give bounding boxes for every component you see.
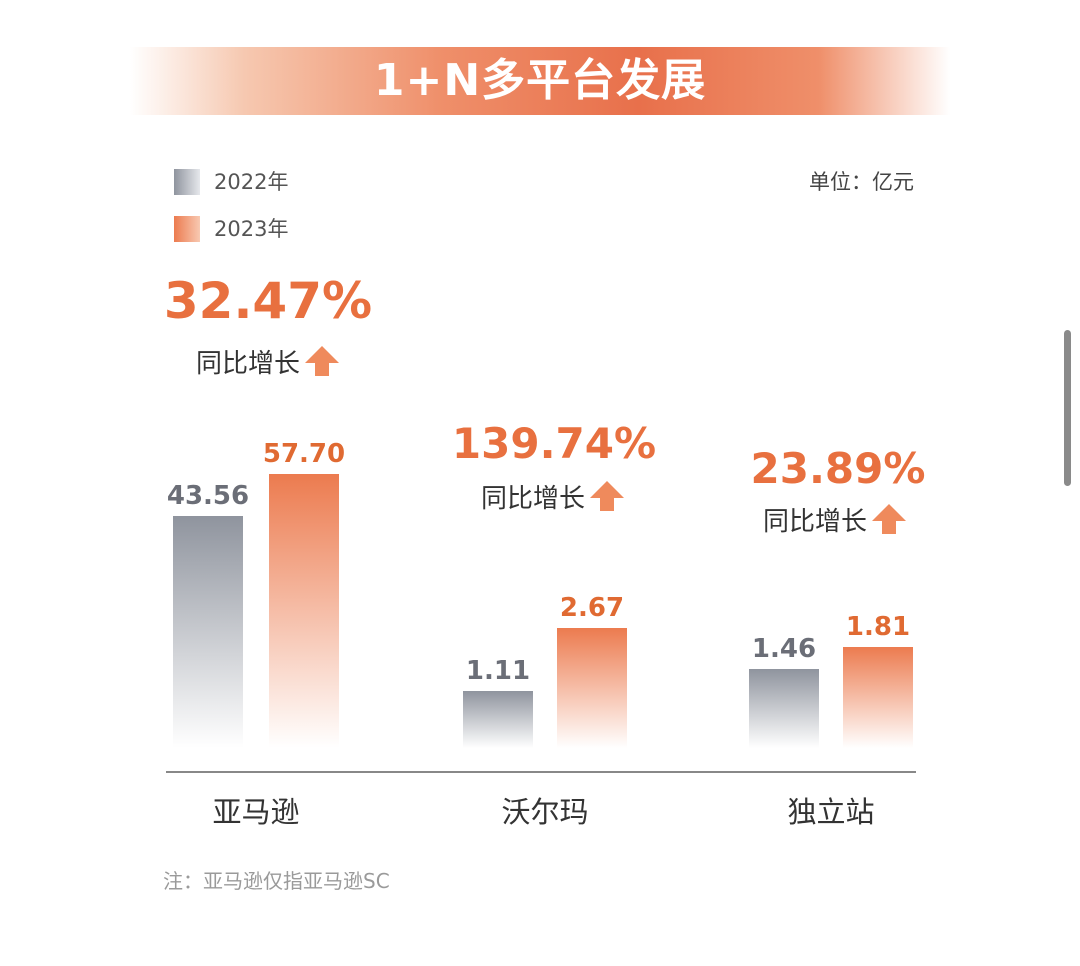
value-label-2023-walmart: 2.67	[560, 593, 624, 623]
value-label-2023-amazon: 57.70	[263, 439, 345, 469]
arrow-up-icon-amazon	[305, 346, 339, 376]
growth-value-walmart: 139.74%	[452, 419, 656, 468]
scrollbar[interactable]	[1064, 330, 1071, 486]
value-label-2022-walmart: 1.11	[466, 656, 530, 686]
growth-value-independent-site: 23.89%	[751, 444, 926, 493]
category-label-amazon: 亚马逊	[212, 795, 299, 829]
legend-swatch-2023	[174, 216, 200, 242]
bar-2022-walmart	[463, 691, 533, 748]
bar-2023-independent-site	[843, 647, 913, 748]
arrow-up-icon-walmart	[590, 481, 624, 511]
legend-label-2022: 2022年	[214, 170, 289, 194]
category-label-walmart: 沃尔玛	[501, 795, 588, 829]
legend-label-2023: 2023年	[214, 217, 289, 241]
bar-2023-amazon	[269, 474, 339, 748]
value-label-2022-independent-site: 1.46	[752, 634, 816, 664]
value-label-2022-amazon: 43.56	[167, 481, 249, 511]
unit-label: 单位：亿元	[809, 170, 914, 194]
value-label-2023-independent-site: 1.81	[846, 612, 910, 642]
chart-title: 1+N多平台发展	[373, 55, 707, 106]
bar-2022-independent-site	[749, 669, 819, 748]
legend-swatch-2022	[174, 169, 200, 195]
arrow-up-icon-independent-site	[872, 504, 906, 534]
growth-label-independent-site: 同比增长	[763, 507, 867, 537]
growth-label-amazon: 同比增长	[196, 349, 300, 379]
bar-2023-walmart	[557, 628, 627, 748]
title-banner	[130, 47, 950, 115]
category-label-independent-site: 独立站	[787, 795, 874, 829]
growth-value-amazon: 32.47%	[164, 272, 372, 330]
footnote: 注：亚马逊仅指亚马逊SC	[163, 869, 390, 893]
bar-2022-amazon	[173, 516, 243, 748]
growth-label-walmart: 同比增长	[481, 484, 585, 514]
